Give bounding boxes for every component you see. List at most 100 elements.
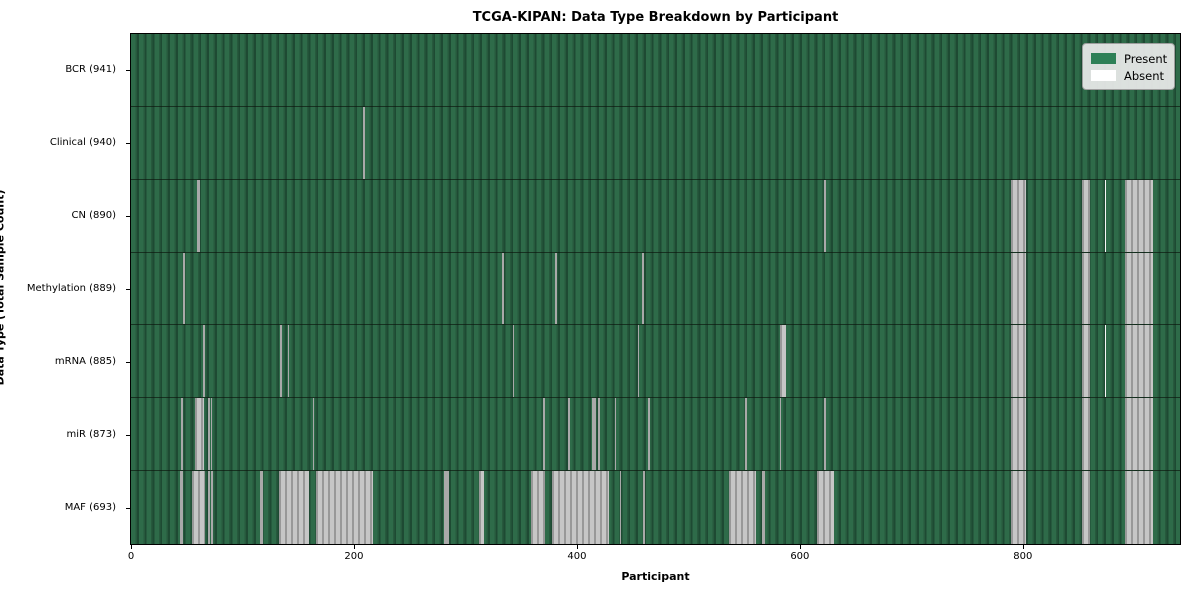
absent-stripe	[531, 471, 545, 544]
absent-stripe	[761, 471, 766, 544]
y-tick-mark	[126, 143, 130, 145]
y-tick-mark	[126, 434, 130, 436]
x-tick-mark	[576, 545, 578, 549]
absent-stripe	[637, 325, 640, 398]
absent-stripe	[362, 106, 365, 179]
absent-stripe	[1081, 471, 1090, 544]
absent-stripe	[1125, 179, 1154, 252]
y-tick-mark	[126, 507, 130, 509]
x-tick-label: 800	[1013, 551, 1033, 562]
absent-stripe	[279, 471, 310, 544]
x-axis-title: Participant	[621, 570, 690, 583]
absent-stripe	[591, 398, 596, 471]
absent-stripe	[1104, 179, 1106, 252]
absent-stripe	[551, 471, 609, 544]
absent-stripe	[210, 398, 213, 471]
absent-stripe	[444, 471, 449, 544]
absent-stripe	[619, 471, 622, 544]
y-tick-mark	[126, 70, 130, 72]
absent-stripe	[194, 398, 204, 471]
y-tick-mark	[126, 289, 130, 290]
absent-stripe	[280, 325, 283, 398]
absent-stripe	[202, 325, 205, 398]
x-tick-label: 200	[344, 551, 364, 562]
absent-stripe	[478, 471, 485, 544]
absent-stripe	[728, 471, 756, 544]
absent-stripe	[1125, 252, 1154, 325]
absent-stripe	[1011, 179, 1027, 252]
absent-stripe	[1081, 398, 1090, 471]
x-tick-label: 400	[567, 551, 587, 562]
absent-stripe	[312, 398, 315, 471]
absent-stripe	[1081, 252, 1090, 325]
absent-stripe	[642, 252, 644, 325]
x-tick-mark	[1022, 545, 1024, 549]
absent-stripe	[1125, 325, 1154, 398]
y-tick-mark	[126, 216, 130, 218]
absent-stripe	[1104, 325, 1106, 398]
x-tick-mark	[353, 545, 355, 549]
heatmap-row	[131, 471, 1180, 544]
absent-stripe	[817, 471, 835, 544]
y-tick-label: BCR (941)	[65, 64, 116, 76]
legend-label-present: Present	[1124, 51, 1168, 66]
absent-stripe	[180, 471, 183, 544]
y-tick-label: Clinical (940)	[49, 137, 116, 149]
absent-stripe	[316, 471, 374, 544]
heatmap-row	[131, 325, 1180, 399]
absent-stripe	[567, 398, 570, 471]
absent-stripe	[1081, 179, 1090, 252]
heatmap-plot-area: Present Absent	[130, 33, 1181, 545]
absent-stripe	[181, 398, 183, 471]
x-tick-mark	[799, 545, 801, 549]
heatmap-rows	[131, 34, 1180, 544]
y-tick-label: MAF (693)	[64, 501, 116, 513]
absent-stripe	[823, 398, 826, 471]
absent-stripe	[1125, 398, 1154, 471]
legend: Present Absent	[1082, 43, 1175, 90]
absent-stripe	[197, 179, 200, 252]
absent-stripe	[555, 252, 557, 325]
y-tick-label: Methylation (889)	[26, 283, 116, 294]
absent-stripe	[779, 398, 782, 471]
y-axis-labels: BCR (941) Clinical (940) CN (890) Methylati…	[0, 0, 130, 600]
heatmap-row	[131, 34, 1180, 107]
chart-title: TCGA-KIPAN: Data Type Breakdown by Parti…	[472, 10, 839, 25]
absent-stripe	[598, 398, 601, 471]
absent-stripe	[207, 398, 210, 471]
y-tick-mark	[126, 361, 130, 363]
legend-entry-absent: Absent	[1091, 67, 1166, 84]
absent-stripe	[182, 252, 185, 325]
x-tick-label: 600	[790, 551, 810, 562]
absent-stripe	[543, 398, 546, 471]
heatmap-row	[131, 398, 1180, 472]
absent-stripe	[502, 252, 504, 325]
y-tick-label: CN (890)	[71, 210, 116, 222]
absent-stripe	[1011, 471, 1027, 544]
absent-stripe	[1011, 398, 1027, 471]
x-tick-label: 0	[127, 551, 135, 562]
absent-stripe	[614, 398, 617, 471]
absent-stripe	[192, 471, 205, 544]
y-tick-label: mRNA (885)	[54, 355, 116, 367]
absent-stripe	[287, 325, 290, 398]
absent-stripe	[643, 471, 645, 544]
x-tick-mark	[131, 545, 132, 549]
heatmap-row	[131, 179, 1180, 253]
absent-stripe	[823, 179, 826, 252]
absent-stripe	[1081, 325, 1090, 398]
legend-label-absent: Absent	[1124, 68, 1165, 83]
absent-stripe	[1011, 325, 1027, 398]
heatmap-row	[131, 252, 1180, 326]
absent-stripe	[1011, 252, 1027, 325]
y-tick-label: miR (873)	[66, 428, 116, 440]
absent-stripe	[207, 471, 210, 544]
absent-stripe	[260, 471, 263, 544]
absent-stripe	[1125, 471, 1154, 544]
absent-stripe	[780, 325, 786, 398]
legend-entry-present: Present	[1091, 50, 1168, 67]
absent-stripe	[745, 398, 747, 471]
absent-stripe	[648, 398, 650, 471]
legend-swatch-present	[1091, 53, 1116, 64]
